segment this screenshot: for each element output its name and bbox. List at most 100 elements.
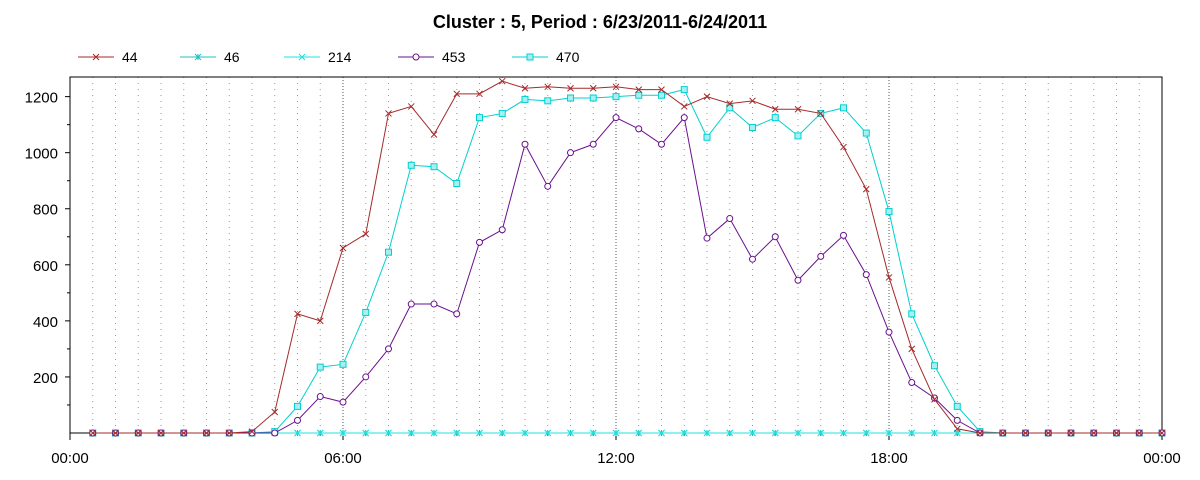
data-point-44	[953, 425, 961, 433]
data-point-44	[840, 143, 847, 151]
data-point-44	[1135, 429, 1143, 437]
data-point-214	[498, 429, 506, 437]
data-point-44	[225, 429, 233, 437]
data-point-453	[840, 231, 847, 239]
x-tick-label: 18:00	[870, 450, 908, 467]
data-point-470	[680, 86, 688, 94]
data-point-214	[294, 429, 301, 437]
data-point-44	[794, 105, 802, 113]
data-point-44	[112, 429, 119, 437]
data-point-453	[771, 233, 779, 241]
legend-marker	[298, 53, 306, 61]
data-point-453	[589, 140, 597, 148]
data-point-44	[658, 86, 665, 93]
data-point-470	[794, 132, 802, 140]
legend-marker	[92, 53, 100, 61]
data-point-470	[362, 308, 370, 316]
data-point-453	[271, 429, 279, 437]
data-point-214	[635, 429, 643, 437]
data-point-44	[976, 429, 984, 437]
data-point-453	[385, 345, 392, 353]
data-point-44	[726, 100, 734, 107]
data-point-44	[749, 97, 756, 105]
data-point-44	[89, 429, 97, 437]
y-tick-label: 1200	[25, 90, 58, 107]
data-point-453	[817, 252, 825, 260]
data-point-214	[362, 429, 370, 437]
data-point-44	[134, 429, 142, 437]
data-point-453	[498, 226, 506, 234]
data-point-214	[771, 429, 779, 437]
data-point-214	[794, 429, 802, 437]
data-point-214	[521, 429, 529, 437]
data-point-214	[589, 429, 597, 437]
y-tick-label: 600	[33, 258, 58, 275]
data-point-453	[703, 234, 711, 242]
data-point-44	[999, 429, 1007, 437]
data-point-470	[749, 123, 756, 131]
series-44	[89, 77, 1166, 437]
series-line-453	[92, 116, 1162, 434]
data-point-470	[908, 310, 916, 318]
data-point-453	[453, 310, 461, 318]
data-point-214	[407, 429, 415, 437]
legend-marker	[526, 53, 534, 61]
data-point-44	[589, 84, 597, 92]
data-point-470	[771, 114, 779, 122]
data-point-214	[908, 429, 916, 437]
data-point-44	[862, 185, 870, 193]
data-point-470	[658, 91, 665, 99]
data-point-214	[567, 429, 574, 437]
data-point-44	[362, 230, 370, 238]
legend-item-470: 470	[512, 49, 580, 65]
data-point-453	[430, 300, 438, 308]
x-tick-label: 00:00	[51, 450, 89, 467]
data-point-453	[908, 379, 916, 387]
data-point-453	[953, 416, 961, 424]
legend-item-46: 46	[180, 49, 240, 65]
data-point-470	[885, 208, 893, 216]
data-point-214	[726, 429, 734, 437]
data-point-214	[453, 429, 461, 437]
x-tick-label: 06:00	[324, 450, 362, 467]
legend-label: 46	[224, 49, 240, 65]
data-point-453	[749, 255, 756, 263]
data-point-44	[271, 408, 279, 416]
data-point-453	[885, 328, 893, 336]
data-point-44	[203, 429, 210, 437]
data-point-44	[1090, 429, 1098, 437]
data-point-44	[1158, 429, 1166, 437]
y-tick-label: 1000	[25, 146, 58, 163]
data-point-470	[567, 94, 574, 102]
data-point-44	[680, 103, 688, 110]
y-tick-label: 400	[33, 314, 58, 331]
series-453	[89, 114, 1166, 437]
data-point-44	[476, 90, 483, 98]
data-point-44	[180, 429, 188, 437]
data-point-453	[567, 149, 574, 157]
chart-title: Cluster : 5, Period : 6/23/2011-6/24/201…	[432, 12, 768, 32]
data-point-470	[339, 360, 347, 368]
data-point-453	[658, 140, 665, 148]
data-point-453	[476, 238, 483, 246]
data-point-470	[453, 180, 461, 188]
data-point-44	[885, 274, 893, 281]
data-point-44	[1113, 429, 1120, 437]
series-470	[89, 86, 1166, 437]
data-point-470	[862, 129, 870, 137]
data-point-470	[407, 161, 415, 169]
data-point-44	[635, 86, 643, 93]
data-point-214	[544, 429, 552, 437]
x-tick-label: 00:00	[1143, 450, 1181, 467]
data-point-453	[407, 300, 415, 308]
data-point-470	[521, 95, 529, 103]
y-tick-label: 200	[33, 370, 58, 387]
legend-label: 470	[556, 49, 580, 65]
data-point-214	[862, 429, 870, 437]
data-point-44	[430, 131, 438, 138]
data-point-44	[294, 310, 301, 318]
y-tick-label: 800	[33, 202, 58, 219]
data-point-470	[635, 91, 643, 99]
data-point-44	[703, 93, 711, 100]
